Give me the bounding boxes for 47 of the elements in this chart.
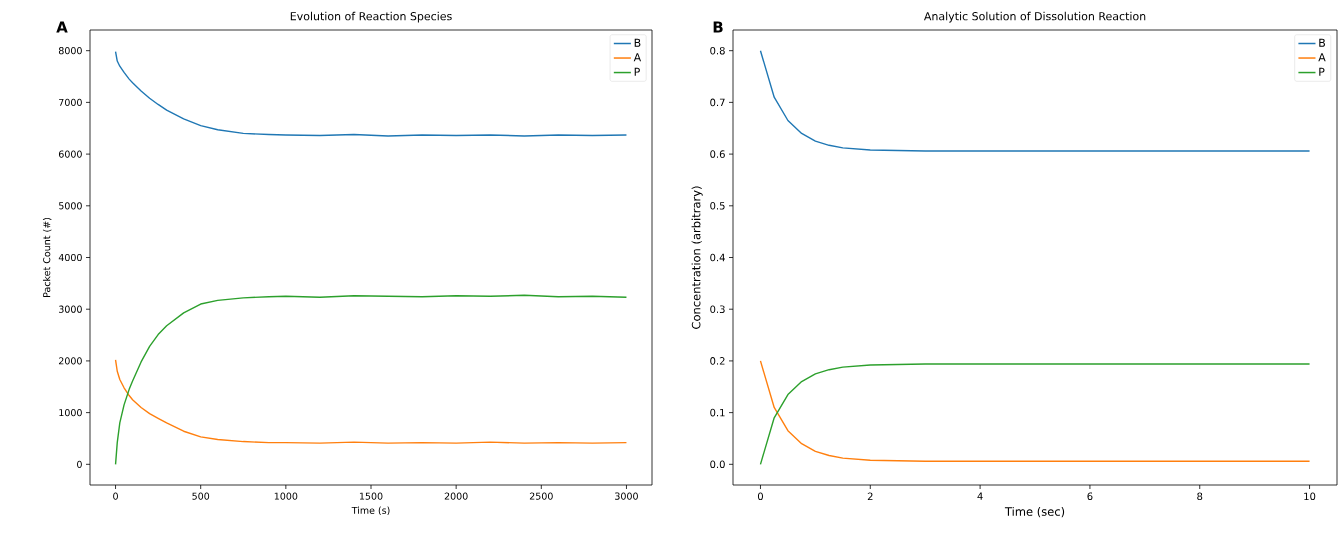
y-tick-label: 4000 — [58, 253, 82, 262]
legend-label: B — [634, 38, 641, 47]
text: A — [56, 21, 68, 33]
y-tick-label: 2000 — [58, 357, 82, 365]
x-tick-label: 6 — [1087, 492, 1093, 501]
y-tick-label: 0.5 — [710, 202, 725, 210]
y-tick-label: 7000 — [59, 98, 82, 106]
x-tick-label: 0 — [757, 492, 763, 501]
x-tick-label: 4 — [977, 492, 983, 500]
legend-label: P — [634, 67, 640, 76]
x-tick-label: 1000 — [274, 492, 298, 500]
y-tick-label: 3000 — [59, 305, 82, 313]
x-tick-label: 500 — [192, 492, 210, 500]
x-tick-label: 8 — [1197, 492, 1203, 501]
y-tick-label: 0.1 — [710, 408, 725, 417]
y-tick-label: 0.8 — [710, 46, 725, 55]
y-axis-title: Concentration (arbitrary) — [691, 186, 703, 329]
x-tick-label: 2500 — [529, 492, 553, 500]
x-tick-label: 1500 — [359, 492, 383, 500]
y-tick-label: 0.4 — [710, 253, 725, 262]
text: B — [713, 21, 723, 33]
legend-label: B — [1319, 38, 1325, 47]
y-tick-label: 5000 — [59, 202, 82, 210]
y-axis-title: Packet Count (#) — [42, 217, 52, 297]
y-tick-label: 6000 — [58, 150, 82, 158]
chart-title: Analytic Solution of Dissolution Reaction — [923, 11, 1146, 23]
y-tick-label: 0.2 — [710, 357, 725, 365]
y-tick-label: 8000 — [58, 47, 82, 55]
y-tick-label: 0.7 — [710, 98, 725, 107]
line-series — [114, 359, 628, 444]
y-tick-label: 0.3 — [710, 305, 725, 313]
chart-title: Evolution of Reaction Species — [290, 11, 452, 23]
y-tick-label: 0 — [77, 460, 82, 468]
x-tick-label: 0 — [113, 492, 118, 500]
y-tick-label: 1000 — [59, 409, 82, 417]
line-series — [114, 51, 628, 137]
legend-label: A — [1318, 53, 1326, 62]
x-axis-title: Time (s) — [351, 506, 390, 516]
legend-label: A — [633, 53, 642, 62]
x-axis-title: Time (sec) — [1004, 506, 1065, 518]
x-tick-label: 10 — [1304, 492, 1316, 501]
x-tick-label: 2 — [867, 492, 873, 500]
y-tick-label: 0.6 — [710, 150, 725, 158]
legend-label: P — [1319, 67, 1325, 76]
x-tick-label: 2000 — [444, 492, 468, 500]
x-tick-label: 3000 — [615, 492, 638, 500]
y-tick-label: 0.0 — [710, 460, 725, 469]
